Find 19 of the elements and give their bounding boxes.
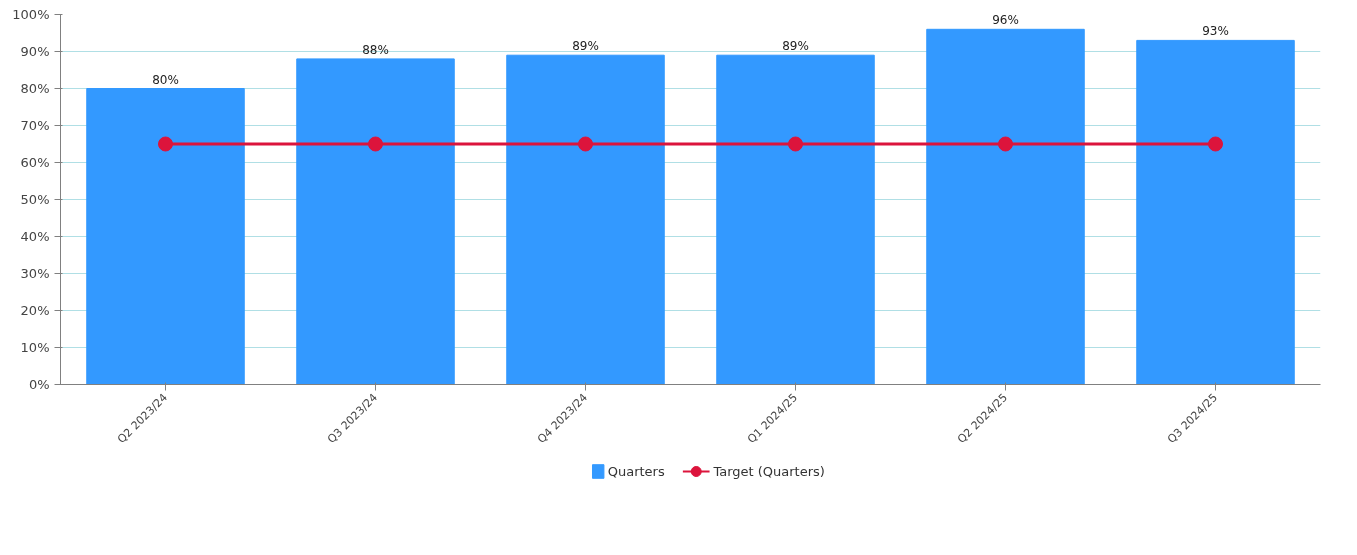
- data-label: 89%: [572, 39, 599, 54]
- y-tick-label: 0%: [28, 377, 50, 392]
- y-tick-label: 80%: [20, 81, 50, 96]
- data-label: 88%: [362, 42, 389, 57]
- y-tick-label: 70%: [20, 118, 50, 133]
- y-tick-label: 100%: [12, 7, 50, 22]
- data-label: 93%: [1202, 24, 1229, 39]
- data-label: 89%: [782, 39, 809, 54]
- y-tick-label: 20%: [20, 303, 50, 318]
- y-tick-label: 30%: [20, 266, 50, 281]
- y-tick-label: 90%: [20, 44, 50, 59]
- y-tick-label: 40%: [20, 229, 50, 244]
- legend-label: Quarters: [607, 464, 665, 479]
- data-label: 96%: [992, 13, 1019, 28]
- y-tick-label: 60%: [20, 155, 50, 170]
- data-label: 80%: [152, 72, 179, 87]
- y-tick-label: 10%: [20, 340, 50, 355]
- y-tick-label: 50%: [20, 192, 50, 207]
- legend-label: Target (Quarters): [712, 464, 825, 479]
